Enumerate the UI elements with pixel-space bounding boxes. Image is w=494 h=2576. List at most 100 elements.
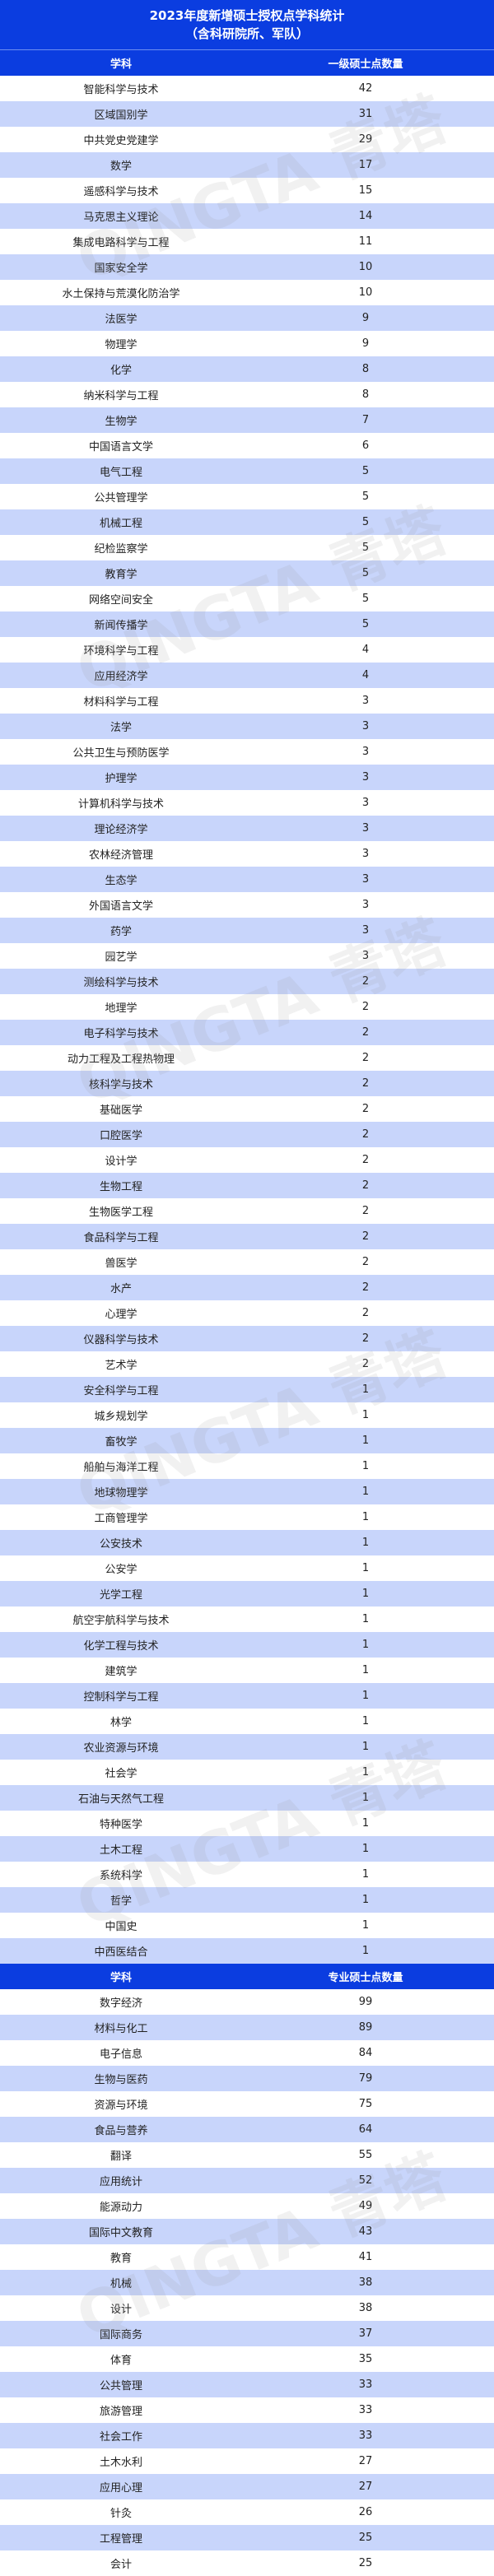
count-cell: 2 (361, 1307, 370, 1319)
table-row: 电气工程 5 (0, 458, 494, 484)
count-cell: 2 (361, 1052, 370, 1064)
subject-cell: 翻译 (110, 2151, 132, 2163)
table-row: 新闻传播学 5 (0, 611, 494, 637)
table-row: 应用心理 27 (0, 2474, 494, 2499)
table1-header-row: 学科 一级硕士点数量 (0, 50, 494, 76)
subject-cell: 农业资源与环境 (83, 1742, 159, 1755)
count-cell: 84 (358, 2047, 373, 2059)
subject-cell: 公共卫生与预防医学 (72, 747, 170, 760)
subject-cell: 法医学 (105, 314, 137, 326)
table-row: 生物与医药 79 (0, 2066, 494, 2091)
subject-cell: 水产 (110, 1283, 132, 1295)
table-row: 网络空间安全 5 (0, 586, 494, 611)
subject-cell: 网络空间安全 (88, 594, 153, 607)
table-row: 物理学 9 (0, 331, 494, 356)
table-row: 口腔医学 2 (0, 1122, 494, 1147)
count-cell: 33 (358, 2430, 373, 2442)
table-row: 外国语言文学 3 (0, 892, 494, 918)
subject-cell: 城乡规划学 (94, 1411, 148, 1423)
table-row: 计算机科学与技术 3 (0, 790, 494, 816)
table-row: 心理学 2 (0, 1300, 494, 1326)
table-row: 材料科学与工程 3 (0, 688, 494, 714)
count-cell: 3 (361, 899, 370, 911)
count-cell: 35 (358, 2353, 373, 2365)
table-row: 动力工程及工程热物理 2 (0, 1045, 494, 1071)
count-cell: 6 (361, 439, 370, 452)
count-cell: 79 (358, 2072, 373, 2085)
count-cell: 1 (361, 1792, 370, 1804)
count-cell: 33 (358, 2378, 373, 2391)
count-cell: 3 (361, 950, 370, 962)
subject-cell: 特种医学 (99, 1819, 142, 1831)
subject-cell: 区域国别学 (94, 109, 148, 122)
count-cell: 1 (361, 1537, 370, 1549)
subject-cell: 土木工程 (99, 1844, 142, 1857)
subject-cell: 船舶与海洋工程 (83, 1462, 159, 1474)
subject-cell: 能源动力 (99, 2202, 142, 2214)
subject-cell: 设计 (110, 2304, 132, 2316)
table-row: 马克思主义理论 14 (0, 203, 494, 229)
table-row: 理论经济学 3 (0, 816, 494, 841)
subject-cell: 园艺学 (105, 951, 137, 964)
table-row: 特种医学 1 (0, 1811, 494, 1836)
table-row: 数学 17 (0, 152, 494, 178)
subject-cell: 心理学 (105, 1309, 137, 1321)
table-row: 国际商务 37 (0, 2321, 494, 2346)
table-row: 翻译 55 (0, 2142, 494, 2168)
table-row: 集成电路科学与工程 11 (0, 229, 494, 254)
count-cell: 3 (361, 797, 370, 809)
subject-cell: 法学 (110, 722, 132, 734)
table-row: 电子信息 84 (0, 2040, 494, 2066)
count-cell: 2 (361, 1103, 370, 1115)
table-row: 会计 25 (0, 2550, 494, 2576)
table-row: 公共管理 33 (0, 2372, 494, 2397)
count-cell: 5 (361, 542, 370, 554)
count-cell: 42 (358, 82, 373, 95)
count-cell: 5 (361, 593, 370, 605)
table-row: 法学 3 (0, 714, 494, 739)
subject-cell: 电子科学与技术 (83, 1028, 159, 1040)
count-cell: 5 (361, 516, 370, 528)
table-row: 土木工程 1 (0, 1836, 494, 1862)
count-cell: 4 (361, 644, 370, 656)
table-row: 园艺学 3 (0, 943, 494, 969)
subject-cell: 设计学 (105, 1155, 137, 1168)
subject-cell: 生物医学工程 (88, 1207, 153, 1219)
table-row: 遥感科学与技术 15 (0, 178, 494, 203)
table-row: 水产 2 (0, 1275, 494, 1300)
subject-cell: 纪检监察学 (94, 543, 148, 556)
table-row: 地理学 2 (0, 994, 494, 1020)
count-cell: 38 (358, 2302, 373, 2314)
table-row: 建筑学 1 (0, 1658, 494, 1683)
count-cell: 1 (361, 1409, 370, 1421)
table-row: 船舶与海洋工程 1 (0, 1453, 494, 1479)
subject-cell: 兽医学 (105, 1258, 137, 1270)
count-cell: 1 (361, 1919, 370, 1932)
subject-cell: 动力工程及工程热物理 (67, 1053, 175, 1066)
subject-cell: 口腔医学 (99, 1130, 142, 1142)
subject-cell: 核科学与技术 (88, 1079, 153, 1091)
count-cell: 1 (361, 1690, 370, 1702)
table-row: 生物学 7 (0, 407, 494, 433)
count-cell: 2 (361, 1230, 370, 1243)
table-row: 航空宇航科学与技术 1 (0, 1607, 494, 1632)
subject-cell: 材料科学与工程 (83, 696, 159, 709)
table-row: 材料与化工 89 (0, 2015, 494, 2040)
subject-cell: 理论经济学 (94, 824, 148, 836)
subject-cell: 新闻传播学 (94, 620, 148, 632)
table-row: 生物工程 2 (0, 1173, 494, 1198)
count-cell: 5 (361, 465, 370, 477)
count-cell: 1 (361, 1486, 370, 1498)
subject-cell: 安全科学与工程 (83, 1385, 159, 1397)
count-cell: 1 (361, 1945, 370, 1957)
subject-cell: 建筑学 (105, 1666, 137, 1678)
table-row: 农业资源与环境 1 (0, 1734, 494, 1760)
subject-cell: 工程管理 (99, 2533, 142, 2546)
count-cell: 99 (358, 1996, 373, 2008)
count-cell: 5 (361, 618, 370, 630)
count-cell: 10 (358, 286, 373, 299)
table-row: 安全科学与工程 1 (0, 1377, 494, 1402)
subject-cell: 石油与天然气工程 (77, 1793, 164, 1806)
subject-cell: 会计 (110, 2559, 132, 2571)
count-cell: 2 (361, 1026, 370, 1039)
